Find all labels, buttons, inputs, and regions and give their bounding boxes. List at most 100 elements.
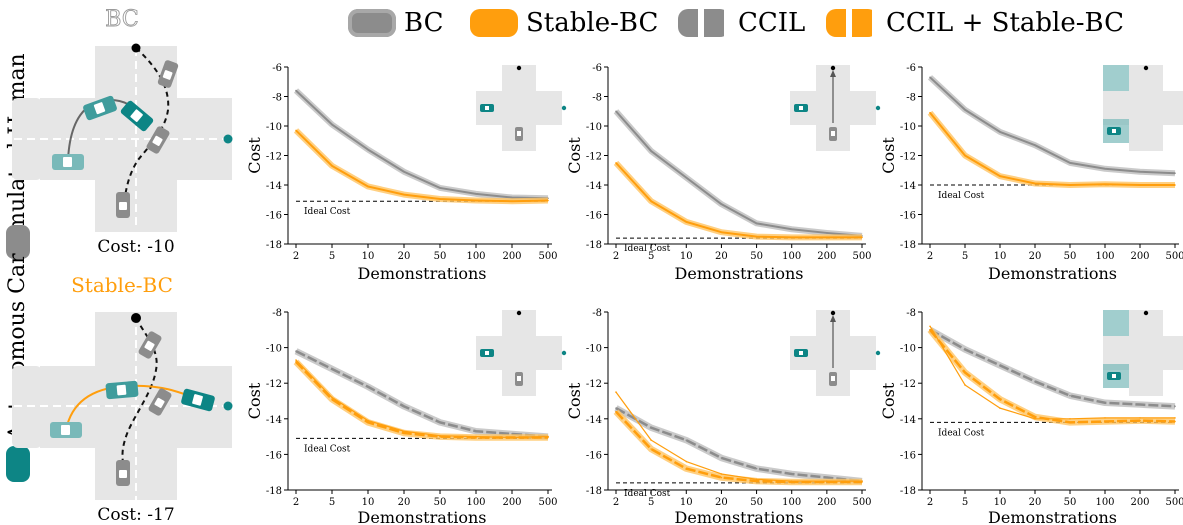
data-point [720, 457, 723, 459]
data-point [1069, 394, 1071, 397]
data-point [826, 236, 828, 239]
y-tick-label: -6 [906, 63, 916, 74]
y-tick-label: -10 [586, 122, 602, 133]
y-tick-label: -14 [586, 415, 602, 426]
data-point [1104, 401, 1106, 404]
y-tick-label: -18 [586, 486, 602, 497]
legend-label-ccil: CCIL [738, 8, 806, 38]
y-tick-label: -8 [906, 308, 916, 319]
x-tick-label: 500 [852, 497, 871, 508]
legend-label-ccil-stable-bc: CCIL + Stable-BC [886, 8, 1125, 38]
data-point [1139, 419, 1141, 422]
ideal-cost-label: Ideal Cost [304, 444, 351, 454]
y-tick-label: -12 [266, 152, 282, 163]
inset-car-gray-window [831, 131, 835, 136]
legend-swatch-ccil [678, 9, 730, 37]
chart-panel-3: -6 -8 -10 -12 -14 -16 -18 2 5 10 20 50 100 200 500 Cost… [879, 63, 1183, 283]
x-tick-label: 20 [1029, 497, 1042, 508]
data-point [439, 187, 441, 189]
ideal-cost-label: Ideal Cost [938, 428, 985, 438]
data-point [755, 222, 758, 225]
inset-road [476, 310, 562, 396]
series-line-bc [929, 76, 1176, 175]
x-tick-label: 50 [434, 497, 447, 508]
data-point [685, 467, 688, 470]
data-point [964, 108, 966, 111]
chart-inset [790, 310, 881, 396]
data-point [964, 154, 966, 157]
car-teal-5 [105, 380, 139, 400]
ideal-cost-label: Ideal Cost [624, 489, 671, 499]
legend-label-stable-bc: Stable-BC [526, 8, 659, 38]
chart-inset [476, 65, 567, 151]
series-line-ccil [929, 328, 1176, 408]
data-point [964, 384, 966, 386]
y-tick-label: -10 [900, 122, 916, 133]
inset-goal-dot [875, 350, 881, 356]
data-point [929, 329, 931, 331]
data-point [439, 198, 441, 200]
y-tick-label: -16 [266, 450, 282, 461]
data-point [1069, 184, 1071, 186]
data-point [790, 228, 793, 231]
data-point [1069, 162, 1071, 164]
series-line-bc [615, 110, 863, 237]
car-teal-1 [52, 154, 84, 170]
x-axis-label: Demonstrations [358, 264, 487, 283]
data-point [720, 231, 723, 233]
x-axis-label: Demonstrations [988, 264, 1117, 283]
inset-start-dot [1143, 65, 1149, 71]
data-point [1034, 182, 1036, 185]
x-tick-label: 5 [648, 497, 654, 508]
x-tick-label: 20 [398, 251, 411, 262]
data-point [861, 236, 863, 239]
data-point [1174, 172, 1176, 174]
inset-start-dot [516, 65, 522, 71]
data-point [331, 165, 333, 167]
scene-title-stable-bc: Stable-BC [71, 273, 173, 297]
data-point [615, 410, 617, 413]
data-point [1104, 420, 1106, 423]
data-point [615, 162, 617, 164]
data-point [331, 398, 333, 401]
inset-start-dot [516, 310, 522, 316]
data-point [790, 473, 793, 475]
chart-inset [790, 65, 881, 151]
data-point [1174, 420, 1176, 423]
x-tick-label: 5 [962, 497, 968, 508]
side-swatch-gray [6, 225, 30, 259]
inset-goal-dot [561, 105, 567, 111]
inset-road [476, 65, 562, 151]
y-tick-label: -12 [586, 152, 602, 163]
x-tick-label: 5 [648, 251, 654, 262]
data-point [615, 110, 617, 113]
series-line-ccil-stable-bc [615, 410, 862, 484]
data-point [826, 476, 828, 479]
y-tick-label: -8 [272, 93, 282, 104]
data-point [403, 193, 405, 196]
car-gray-3 [116, 192, 130, 218]
data-point [403, 405, 405, 408]
inset-car-gray-window [517, 131, 521, 136]
data-point [1034, 380, 1036, 383]
car-teal-3 [120, 100, 154, 132]
legend-label-bc: BC [404, 8, 444, 38]
inset-car-gray-window [831, 376, 835, 381]
y-tick-label: -10 [900, 344, 916, 355]
data-point [295, 89, 297, 92]
x-tick-label: 100 [782, 251, 801, 262]
data-point [650, 150, 652, 152]
y-tick-label: -14 [586, 181, 602, 192]
x-tick-label: 100 [782, 497, 801, 508]
data-point [367, 148, 369, 151]
data-point [1174, 405, 1176, 408]
x-tick-label: 10 [994, 497, 1007, 508]
x-tick-label: 20 [715, 251, 728, 262]
x-tick-label: 5 [329, 251, 335, 262]
x-tick-label: 20 [398, 497, 411, 508]
y-tick-label: -14 [266, 415, 282, 426]
y-tick-label: -12 [586, 379, 602, 390]
data-point [685, 439, 688, 441]
x-tick-label: 5 [962, 251, 968, 262]
y-tick-label: -8 [906, 93, 916, 104]
